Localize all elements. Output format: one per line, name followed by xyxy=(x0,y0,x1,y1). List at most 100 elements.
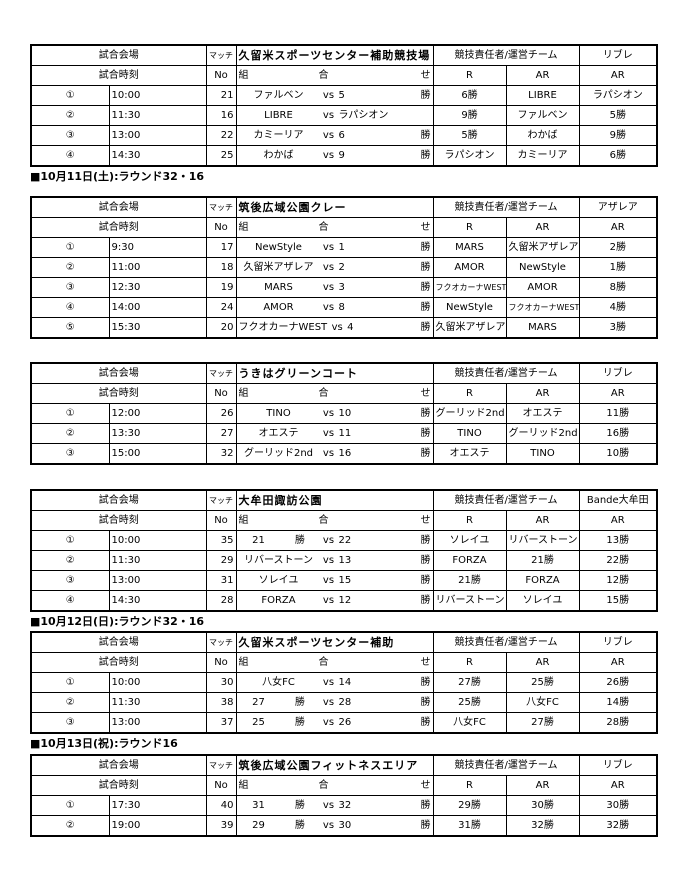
team-b: 4 xyxy=(347,322,354,333)
win-suffix: 勝 xyxy=(420,428,431,439)
team-a: NewStyle xyxy=(255,242,302,253)
referee: 5勝 xyxy=(432,125,507,146)
r-label: R xyxy=(432,775,507,796)
game-time: 10:00 xyxy=(108,672,207,693)
venue-label: 試合会場 xyxy=(30,362,207,384)
game-time: 13:00 xyxy=(108,712,207,734)
ai-label: 合 xyxy=(318,780,329,791)
section-heading: ■10月13日(祝):ラウンド16 xyxy=(30,737,178,750)
ar-label: AR xyxy=(578,383,658,404)
referee: 25勝 xyxy=(432,692,507,713)
game-number: ① xyxy=(30,85,110,106)
extra-team-label: アザレア xyxy=(578,196,658,218)
venue-row: 試合会場 マッチ うきはグリーンコート 競技責任者/運営チーム リブレ xyxy=(30,362,658,384)
assistant-referee: 21勝 xyxy=(505,550,580,571)
game-number: ③ xyxy=(30,570,110,591)
ar-label: AR xyxy=(505,652,580,673)
referee: フクオカーナWEST xyxy=(432,277,507,298)
pairing: 29 勝 vs 30 勝 xyxy=(235,815,434,837)
assistant-referee-2: 2勝 xyxy=(578,237,658,258)
kumi-label: 組 xyxy=(238,222,249,233)
match-no: 40 xyxy=(205,795,237,816)
venue-row: 試合会場 マッチ 大牟田諏訪公園 競技責任者/運営チーム Bande大牟田 xyxy=(30,489,658,511)
game-time: 11:30 xyxy=(108,550,207,571)
assistant-referee: 32勝 xyxy=(505,815,580,837)
venue-row: 試合会場 マッチ 久留米スポーツセンター補助 競技責任者/運営チーム リブレ xyxy=(30,631,658,653)
referee: リバーストーン xyxy=(432,590,507,612)
assistant-referee: 27勝 xyxy=(505,712,580,734)
team-a: AMOR xyxy=(263,302,294,313)
match-label: マッチ xyxy=(205,754,237,776)
se-label: せ xyxy=(420,222,431,233)
assistant-referee: カミーリア xyxy=(505,145,580,167)
assistant-referee-2: 16勝 xyxy=(578,423,658,444)
responsible-label: 競技責任者/運営チーム xyxy=(432,362,580,384)
team-b: 12 xyxy=(338,595,352,606)
table-row: ④ 14:30 28 FORZA vs 12 勝リバーストーン ソレイユ 15勝 xyxy=(30,590,658,612)
match-no: 27 xyxy=(205,423,237,444)
win-suffix: 勝 xyxy=(420,555,431,566)
ar-label: AR xyxy=(505,383,580,404)
game-number: ② xyxy=(30,692,110,713)
match-table: 試合会場 マッチ 久留米スポーツセンター補助競技場 競技責任者/運営チーム リブレ 試合時… xyxy=(30,44,659,167)
match-no: 26 xyxy=(205,403,237,424)
assistant-referee-2: 12勝 xyxy=(578,570,658,591)
table-row: ② 19:00 39 29 勝 vs 30 勝 31勝 32勝 32勝 xyxy=(30,815,658,837)
vs-label: vs xyxy=(322,150,335,161)
match-no: 37 xyxy=(205,712,237,734)
referee: 31勝 xyxy=(432,815,507,837)
match-no: 31 xyxy=(205,570,237,591)
responsible-label: 競技責任者/運営チーム xyxy=(432,631,580,653)
table-row: ④ 14:30 25 わかば vs 9 勝ラパシオン カミーリア 6勝 xyxy=(30,145,658,167)
referee: グーリッド2nd xyxy=(432,403,507,424)
referee: FORZA xyxy=(432,550,507,571)
team-b: 9 xyxy=(338,150,345,161)
r-label: R xyxy=(432,510,507,531)
vs-label: vs xyxy=(322,820,335,831)
vs-label: vs xyxy=(322,428,335,439)
subheader-row: 試合時刻 No 組合せ R AR AR xyxy=(30,383,658,404)
game-time: 12:00 xyxy=(108,403,207,424)
pairing: リバーストーン vs 13 勝 xyxy=(235,550,434,571)
extra-team-label: リブレ xyxy=(578,362,658,384)
referee: 9勝 xyxy=(432,105,507,126)
table-row: ④ 14:00 24 AMOR vs 8 勝 NewStyle フクオカーナWEST 4勝 xyxy=(30,297,658,318)
team-a: 八女FC xyxy=(262,677,295,688)
table-row: ② 11:30 38 27 勝 vs 28 勝 25勝 八女FC 14勝 xyxy=(30,692,658,713)
team-a: 31 勝 xyxy=(252,800,305,811)
vs-label: vs xyxy=(322,242,335,253)
win-suffix: 勝 xyxy=(420,282,431,293)
pairing: 27 勝 vs 28 勝 xyxy=(235,692,434,713)
venue-label: 試合会場 xyxy=(30,196,207,218)
referee: 21勝 xyxy=(432,570,507,591)
team-b: 11 xyxy=(338,428,352,439)
assistant-referee-2: 6勝 xyxy=(578,145,658,167)
team-b: 1 xyxy=(338,242,345,253)
kumi-label: 組 xyxy=(238,70,249,81)
vs-label: vs xyxy=(322,282,335,293)
game-number: ② xyxy=(30,105,110,126)
assistant-referee: グーリッド2nd xyxy=(505,423,580,444)
team-b: 13 xyxy=(338,555,352,566)
win-suffix: 勝 xyxy=(420,408,431,419)
no-label: No xyxy=(205,510,237,531)
kumi-label: 組 xyxy=(238,780,249,791)
team-b: 8 xyxy=(338,302,345,313)
no-label: No xyxy=(205,652,237,673)
match-table: 試合会場 マッチ 大牟田諏訪公園 競技責任者/運営チーム Bande大牟田 試合時刻 No 組… xyxy=(30,489,659,612)
pairing: ファルベン vs 5 勝 xyxy=(235,85,434,106)
team-b: 30 xyxy=(338,820,352,831)
win-suffix: 勝 xyxy=(420,535,431,546)
game-time: 14:30 xyxy=(108,590,207,612)
game-number: ① xyxy=(30,530,110,551)
no-label: No xyxy=(205,775,237,796)
assistant-referee: ファルベン xyxy=(505,105,580,126)
assistant-referee-2: 14勝 xyxy=(578,692,658,713)
venue-row: 試合会場 マッチ 久留米スポーツセンター補助競技場 競技責任者/運営チーム リブレ xyxy=(30,44,658,66)
assistant-referee-2: 10勝 xyxy=(578,443,658,465)
team-a: LIBRE xyxy=(264,110,293,121)
match-no: 39 xyxy=(205,815,237,837)
win-suffix: 勝 xyxy=(420,322,431,333)
assistant-referee-2: 22勝 xyxy=(578,550,658,571)
assistant-referee: NewStyle xyxy=(505,257,580,278)
